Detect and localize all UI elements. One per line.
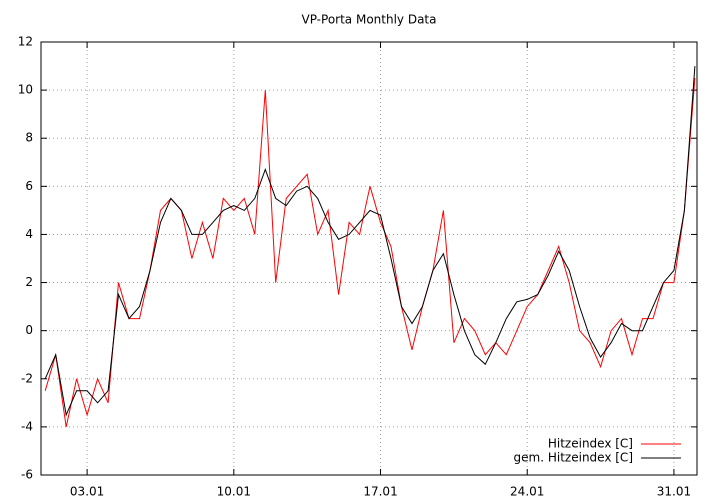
plot-frame — [40, 41, 698, 476]
series-line — [44, 78, 696, 428]
y-tick-label: 2 — [25, 275, 33, 289]
legend-label: gem. Hitzeindex [C] — [514, 451, 633, 465]
x-tick-label: 10.01 — [217, 485, 251, 499]
x-tick-label: 03.01 — [70, 485, 104, 499]
y-tick-label: -2 — [21, 371, 33, 385]
series-line — [44, 66, 696, 417]
y-tick-label: -6 — [21, 468, 33, 482]
x-tick-label: 31.01 — [657, 485, 691, 499]
y-tick-label: 8 — [25, 131, 33, 145]
y-tick-label: 10 — [18, 83, 33, 97]
x-tick-label: 24.01 — [510, 485, 544, 499]
chart-title: VP-Porta Monthly Data — [302, 13, 437, 27]
legend-label: Hitzeindex [C] — [548, 437, 633, 451]
y-tick-label: 0 — [25, 323, 33, 337]
x-tick-label: 17.01 — [363, 485, 397, 499]
y-tick-label: 12 — [18, 35, 33, 49]
y-tick-label: -4 — [21, 419, 33, 433]
y-tick-label: 6 — [25, 179, 33, 193]
y-tick-label: 4 — [25, 227, 33, 241]
